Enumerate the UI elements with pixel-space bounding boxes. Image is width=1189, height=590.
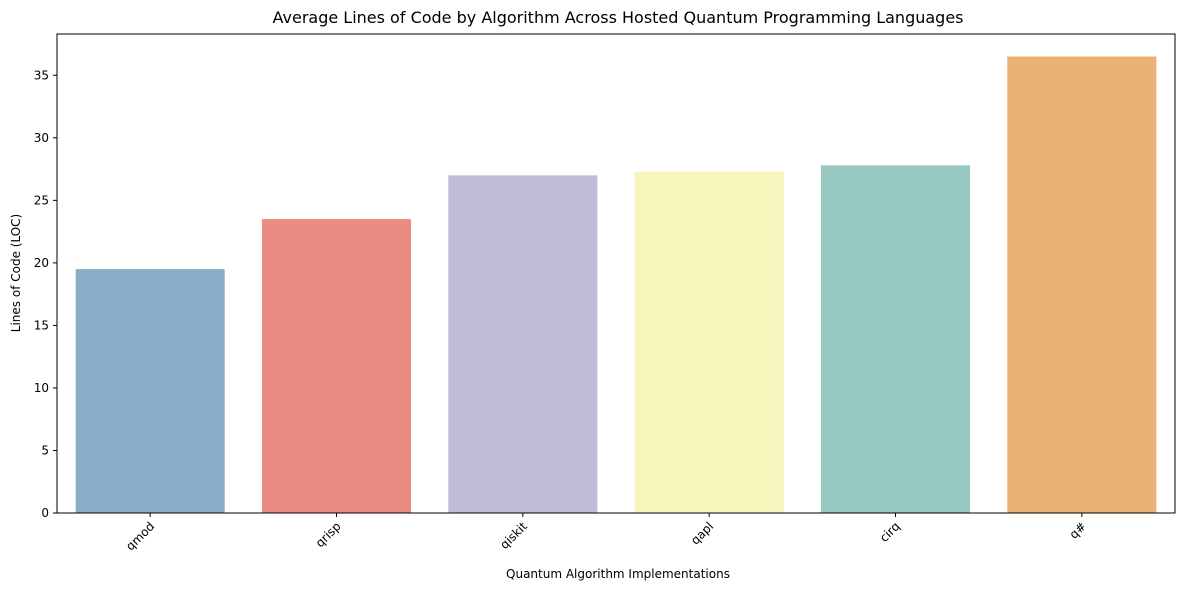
- x-axis-label: Quantum Algorithm Implementations: [506, 567, 730, 581]
- bar-cirq: [820, 165, 971, 513]
- y-tick-label: 0: [41, 506, 49, 520]
- bar-qiskit: [448, 175, 598, 513]
- x-tick-label: qrisp: [313, 519, 344, 550]
- x-tick-label: qiskit: [497, 519, 530, 552]
- bar-qapl: [634, 171, 784, 513]
- y-tick-label: 10: [34, 381, 49, 395]
- y-axis-label: Lines of Code (LOC): [9, 214, 23, 332]
- x-tick-label: qmod: [123, 519, 157, 553]
- plot-frame: [56, 33, 1176, 514]
- bar-q#: [1007, 56, 1157, 513]
- y-tick-label: 20: [34, 256, 49, 270]
- chart-title: Average Lines of Code by Algorithm Acros…: [273, 8, 964, 27]
- y-tick-label: 25: [34, 193, 49, 207]
- y-tick-label: 15: [34, 318, 49, 332]
- bar-qrisp: [261, 219, 412, 513]
- x-tick-label: cirq: [877, 519, 903, 545]
- x-tick-label: q#: [1067, 519, 1089, 541]
- x-axis: qmod qrisp qiskit qapl cirq q#: [123, 513, 1089, 553]
- plot-area: [75, 56, 1157, 513]
- x-tick-label: qapl: [688, 519, 716, 547]
- y-tick-label: 30: [34, 131, 49, 145]
- y-axis: 0 5 10 15 20 25 30 35: [34, 68, 57, 520]
- y-tick-label: 5: [41, 443, 49, 457]
- bar-qmod: [75, 269, 225, 513]
- y-tick-label: 35: [34, 68, 49, 82]
